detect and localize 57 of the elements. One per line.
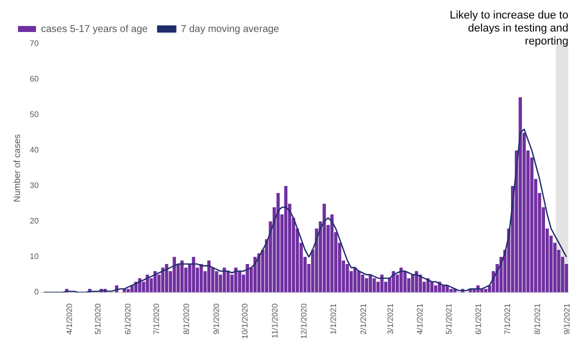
bar xyxy=(246,264,249,292)
bar xyxy=(126,288,130,292)
y-tick-label: 70 xyxy=(30,39,40,48)
bar xyxy=(518,97,522,292)
x-tick-label: 7/1/2020 xyxy=(152,302,162,335)
band-label: Likely to increase due to delays in testing and reporting xyxy=(450,10,568,48)
bar xyxy=(346,264,349,292)
x-tick-label: 6/1/2021 xyxy=(474,302,484,335)
bar xyxy=(214,271,218,292)
bar xyxy=(411,274,414,292)
y-tick-label: 20 xyxy=(30,216,40,226)
bar xyxy=(399,268,403,292)
x-tick-label: 9/1/2021 xyxy=(562,302,572,335)
bar xyxy=(226,271,230,292)
bar xyxy=(172,256,176,292)
legend-label: cases 5-17 years of age xyxy=(41,24,148,35)
y-tick-label: 50 xyxy=(30,110,40,120)
y-tick-label: 30 xyxy=(30,181,40,190)
x-tick-label: 6/1/2020 xyxy=(123,302,132,335)
y-tick-label: 40 xyxy=(30,146,40,155)
bar xyxy=(165,264,168,292)
bar xyxy=(430,282,434,292)
x-tick-label: 2/1/2021 xyxy=(358,302,368,335)
y-tick-label: 0 xyxy=(34,288,40,297)
x-tick-label: 4/1/2020 xyxy=(64,302,74,335)
x-tick-label: 12/1/2020 xyxy=(299,302,308,340)
x-tick-label: 3/1/2021 xyxy=(386,302,395,335)
bar xyxy=(238,271,242,292)
bar xyxy=(284,186,288,292)
bar xyxy=(200,264,203,292)
x-tick-label: 1/1/2021 xyxy=(329,302,338,335)
y-tick-label: 10 xyxy=(30,252,40,262)
bar xyxy=(161,268,164,292)
x-tick-label: 8/1/2020 xyxy=(182,302,192,335)
x-tick-label: 4/1/2021 xyxy=(416,302,425,335)
x-tick-label: 11/1/2020 xyxy=(270,302,280,338)
bar xyxy=(418,274,422,292)
x-tick-label: 9/1/2020 xyxy=(212,302,221,335)
bar xyxy=(361,274,364,292)
x-tick-label: 5/1/2021 xyxy=(444,302,454,335)
bar xyxy=(372,278,376,292)
x-tick-label: 5/1/2020 xyxy=(94,302,103,335)
bar xyxy=(484,288,488,292)
legend-label: 7 day moving average xyxy=(180,24,280,35)
bar xyxy=(222,268,226,292)
bar xyxy=(368,274,372,292)
y-axis-title: Number of cases xyxy=(12,134,22,202)
bar xyxy=(357,271,360,292)
bar xyxy=(434,285,438,292)
bar xyxy=(364,278,368,292)
x-tick-label: 10/1/2020 xyxy=(240,302,250,340)
y-tick-label: 60 xyxy=(30,74,40,84)
bar xyxy=(322,204,326,292)
bar xyxy=(138,278,142,292)
x-tick-label: 8/1/2021 xyxy=(532,302,542,335)
x-tick-label: 7/1/2021 xyxy=(503,302,512,335)
bar xyxy=(234,268,238,292)
